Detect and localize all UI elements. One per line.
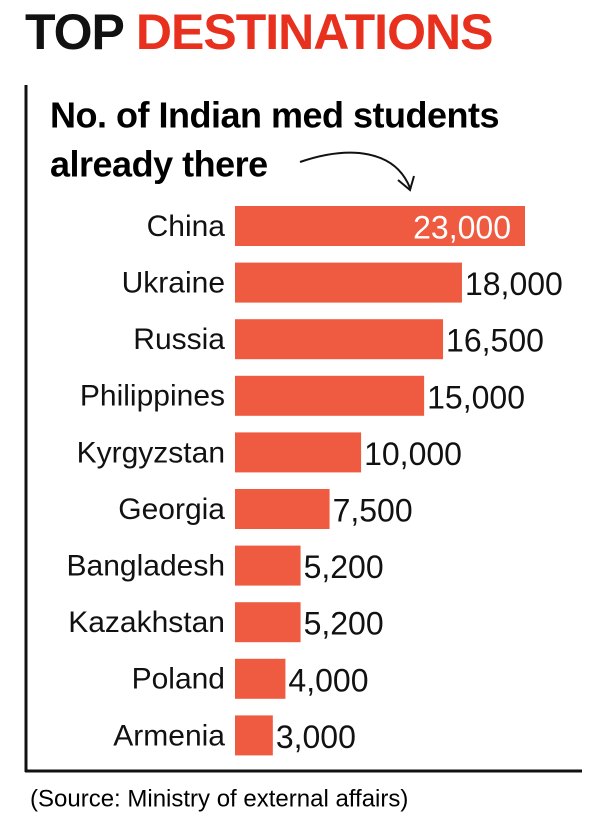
- category-label: Georgia: [118, 493, 225, 526]
- category-label: Armenia: [113, 719, 225, 752]
- value-label: 5,200: [304, 606, 384, 642]
- value-label: 18,000: [465, 266, 563, 302]
- category-label: Philippines: [80, 380, 225, 413]
- category-label: Poland: [132, 663, 225, 696]
- value-label: 15,000: [427, 379, 525, 415]
- chart-title-highlight: DESTINATIONS: [136, 4, 493, 60]
- category-label: Bangladesh: [67, 550, 225, 583]
- value-label: 16,500: [446, 323, 544, 359]
- bar: [235, 602, 301, 643]
- bar: [235, 375, 425, 416]
- category-label: Russia: [133, 323, 225, 356]
- bar: [235, 206, 525, 246]
- bar: [235, 319, 444, 360]
- subtitle: No. of Indian med students: [50, 95, 499, 136]
- value-label: 10,000: [364, 436, 462, 472]
- bar: [235, 545, 301, 586]
- value-label: 7,500: [333, 492, 413, 528]
- category-label: Kazakhstan: [68, 606, 225, 639]
- chart-title: TOP: [25, 4, 124, 60]
- bar: [235, 432, 362, 473]
- bar: [235, 658, 286, 699]
- value-label: 3,000: [276, 719, 356, 755]
- value-label: 4,000: [288, 662, 368, 698]
- source: (Source: Ministry of external affairs): [30, 785, 408, 812]
- value-label: 5,200: [304, 549, 384, 585]
- subtitle: already there: [50, 144, 268, 185]
- arrow-head: [397, 175, 415, 192]
- value-label: 23,000: [413, 209, 511, 245]
- bar: [235, 262, 462, 303]
- category-label: China: [147, 210, 226, 243]
- category-label: Kyrgyzstan: [77, 436, 225, 469]
- arrow: [299, 151, 411, 189]
- bar: [235, 715, 273, 756]
- bar: [235, 489, 330, 529]
- category-label: Ukraine: [122, 267, 225, 300]
